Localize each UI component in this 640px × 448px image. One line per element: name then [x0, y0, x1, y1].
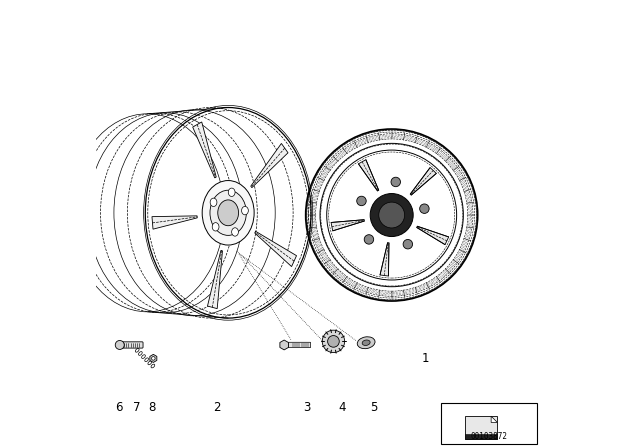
Text: 6: 6	[115, 401, 122, 414]
Circle shape	[403, 240, 413, 249]
Circle shape	[364, 235, 374, 244]
Text: 8: 8	[148, 401, 156, 414]
Polygon shape	[280, 340, 289, 350]
Circle shape	[328, 336, 339, 347]
Polygon shape	[207, 250, 223, 309]
Polygon shape	[255, 231, 296, 267]
Circle shape	[115, 340, 124, 349]
Circle shape	[379, 202, 404, 228]
Ellipse shape	[357, 337, 375, 349]
FancyBboxPatch shape	[465, 416, 497, 439]
Circle shape	[370, 194, 413, 237]
Polygon shape	[410, 168, 436, 195]
Circle shape	[326, 150, 456, 280]
Ellipse shape	[212, 223, 219, 231]
Ellipse shape	[362, 340, 370, 345]
Text: 2: 2	[213, 401, 221, 414]
Ellipse shape	[145, 108, 311, 318]
Polygon shape	[491, 416, 497, 422]
Polygon shape	[150, 354, 157, 362]
Text: 4: 4	[339, 401, 346, 414]
Ellipse shape	[241, 207, 248, 215]
Ellipse shape	[232, 228, 239, 236]
Ellipse shape	[218, 200, 239, 226]
Bar	[465, 435, 497, 439]
Text: 5: 5	[370, 401, 378, 414]
Polygon shape	[358, 159, 379, 191]
Polygon shape	[152, 216, 197, 229]
Text: 1: 1	[422, 352, 429, 365]
Polygon shape	[417, 226, 449, 245]
Polygon shape	[380, 243, 389, 276]
Ellipse shape	[228, 188, 235, 197]
Circle shape	[420, 204, 429, 213]
Polygon shape	[193, 122, 216, 178]
Circle shape	[152, 357, 155, 360]
FancyBboxPatch shape	[121, 342, 143, 348]
Circle shape	[391, 177, 401, 187]
Polygon shape	[331, 220, 364, 231]
Bar	[441, 403, 538, 444]
Text: 7: 7	[132, 401, 140, 414]
Text: 3: 3	[303, 401, 310, 414]
Ellipse shape	[210, 198, 217, 207]
Ellipse shape	[202, 181, 254, 245]
Text: 00103872: 00103872	[470, 432, 508, 441]
Circle shape	[356, 196, 366, 206]
FancyBboxPatch shape	[288, 342, 310, 348]
Polygon shape	[251, 143, 288, 188]
Circle shape	[322, 330, 344, 353]
Ellipse shape	[210, 190, 246, 235]
